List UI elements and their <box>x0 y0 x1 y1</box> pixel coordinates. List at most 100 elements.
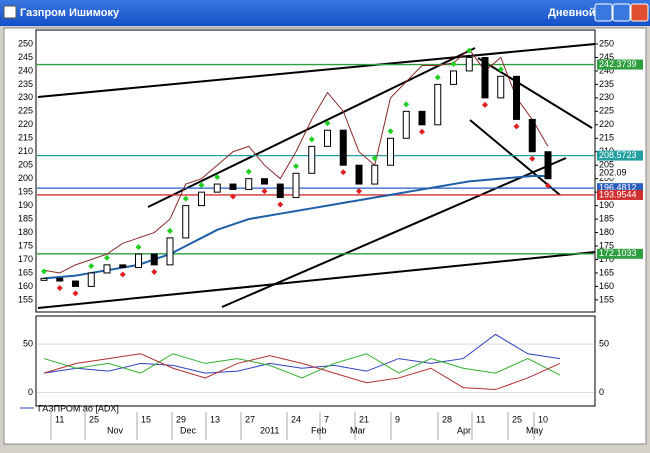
candle <box>418 110 426 126</box>
candle <box>528 118 536 153</box>
window-title: Газпром Ишимоку <box>20 7 120 19</box>
x-month-label: Nov <box>107 425 124 435</box>
legend-label: ГАЗПРОМ ао [ADX] <box>38 403 119 413</box>
y-tick-label-left: 230 <box>18 92 33 102</box>
candle <box>119 264 127 269</box>
level-label: 202.09 <box>599 167 627 177</box>
up-signal <box>308 136 315 143</box>
candle <box>324 129 331 147</box>
candle <box>166 237 174 266</box>
down-signal <box>419 128 425 135</box>
up-signal <box>466 47 473 54</box>
up-signal <box>387 128 394 135</box>
up-signal <box>88 262 95 269</box>
y-tick-label-left: 235 <box>18 79 33 89</box>
x-tick-label: 24 <box>291 414 301 424</box>
candle <box>465 56 473 72</box>
up-signal <box>104 254 110 261</box>
up-signal <box>403 101 410 108</box>
y-tick-label-left: 200 <box>18 173 33 183</box>
up-signal <box>198 182 205 189</box>
y-tick-label-right: 155 <box>599 294 614 304</box>
candle <box>355 164 363 185</box>
candle <box>434 83 442 126</box>
up-signal <box>324 120 331 127</box>
indicator-panel <box>35 315 596 407</box>
candle <box>497 75 505 99</box>
candle <box>150 253 158 266</box>
x-tick-label: 27 <box>245 414 255 424</box>
x-tick-label: 10 <box>538 414 548 424</box>
trend-lines <box>37 43 596 309</box>
y-tick-label-right: 175 <box>599 240 614 250</box>
y-tick-label-left: 250 <box>18 38 33 48</box>
ind-tick-right: 0 <box>599 387 604 397</box>
candle <box>276 183 284 199</box>
candle <box>371 164 379 185</box>
up-signal <box>167 227 173 234</box>
x-tick-label: 13 <box>210 414 220 424</box>
maximize-button[interactable] <box>612 3 631 22</box>
down-signal <box>261 188 268 195</box>
title-bar <box>0 0 650 26</box>
x-month-label: Feb <box>311 425 327 435</box>
x-month-label: May <box>526 425 544 435</box>
adx-line <box>43 353 561 391</box>
up-signal <box>41 268 47 275</box>
candle <box>308 145 316 174</box>
y-tick-label-right: 190 <box>599 200 614 210</box>
level-box <box>597 183 643 194</box>
indicator-line <box>43 174 548 280</box>
candle <box>87 272 95 287</box>
y-tick-label-right: 245 <box>599 52 614 62</box>
y-tick-label-right: 235 <box>599 79 614 89</box>
candle <box>103 264 111 274</box>
y-tick-label-left: 220 <box>18 119 33 129</box>
level-label: 172.1033 <box>599 248 637 258</box>
timeframe[interactable]: Дневной <box>548 7 596 19</box>
y-tick-label-right: 250 <box>599 38 614 48</box>
x-tick-label: 25 <box>89 414 99 424</box>
candle <box>182 205 190 239</box>
candle <box>292 172 300 199</box>
level-box <box>597 248 643 259</box>
y-tick-label-left: 215 <box>18 133 33 143</box>
up-signal <box>497 66 504 73</box>
close-button[interactable] <box>630 3 649 22</box>
down-signal <box>119 271 126 278</box>
x-tick-label: 28 <box>442 414 452 424</box>
minimize-button[interactable] <box>594 3 613 22</box>
level-label: 242.3739 <box>599 59 637 69</box>
y-tick-label-right: 200 <box>599 173 614 183</box>
up-signal <box>293 163 299 170</box>
level-label: 196.4812 <box>599 183 637 193</box>
level-box <box>597 168 643 179</box>
down-signal <box>513 123 520 130</box>
up-signal <box>450 60 457 67</box>
y-tick-label-right: 240 <box>599 65 614 75</box>
ind-tick-left: 50 <box>23 338 33 348</box>
candle <box>40 277 48 281</box>
x-tick-label: 11 <box>476 414 485 424</box>
down-signal <box>529 155 536 162</box>
candle <box>261 178 268 185</box>
up-signal <box>434 74 441 81</box>
x-tick-label: 9 <box>395 414 400 424</box>
down-signal <box>151 268 158 275</box>
down-signal <box>56 285 63 292</box>
adx-line <box>43 333 561 374</box>
y-tick-label-left: 190 <box>18 200 33 210</box>
x-month-label: Dec <box>180 425 197 435</box>
y-tick-label-left: 245 <box>18 52 33 62</box>
y-tick-label-left: 160 <box>18 281 33 291</box>
price-panel <box>35 29 596 313</box>
up-signal <box>214 174 221 181</box>
y-tick-label-left: 195 <box>18 187 33 197</box>
y-tick-label-left: 205 <box>18 160 33 170</box>
candle <box>481 56 489 99</box>
x-month-label: Apr <box>457 425 471 435</box>
candle <box>56 277 64 282</box>
candle <box>213 183 221 193</box>
up-signal <box>245 168 252 175</box>
